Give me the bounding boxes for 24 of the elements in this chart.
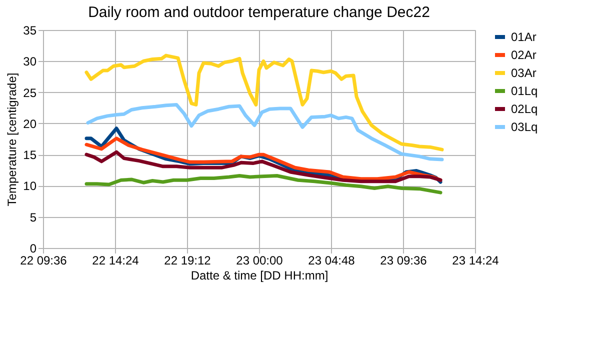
legend-label: 02Ar xyxy=(511,48,536,62)
x-tick-label: 23 00:00 xyxy=(236,254,284,268)
legend-label: 01Ar xyxy=(511,30,536,44)
y-tick-label: 0 xyxy=(30,242,37,256)
y-tick-label: 25 xyxy=(23,86,37,100)
y-tick-label: 10 xyxy=(23,179,37,194)
x-axis-title: Datte & time [DD HH:mm] xyxy=(190,268,328,282)
legend-label: 03Lq xyxy=(511,120,538,134)
y-tick-label: 15 xyxy=(23,148,37,162)
x-tick-label: 23 04:48 xyxy=(308,254,356,268)
x-tick-label: 22 19:12 xyxy=(164,254,212,268)
chart-title: Daily room and outdoor temperature change Dec22 xyxy=(88,4,430,21)
legend-label: 02Lq xyxy=(511,102,538,116)
x-tick-label: 23 14:24 xyxy=(452,254,500,268)
y-tick-label: 5 xyxy=(30,210,37,224)
legend-label: 01Lq xyxy=(511,84,538,98)
x-tick-label: 23 09:36 xyxy=(380,254,428,268)
legend-label: 03Ar xyxy=(511,66,536,80)
y-tick-label: 30 xyxy=(23,54,37,69)
y-tick-label: 35 xyxy=(23,24,37,38)
x-tick-label: 22 09:36 xyxy=(20,254,68,268)
y-axis-title: Temperature [centigrade] xyxy=(5,72,20,206)
x-tick-label: 22 14:24 xyxy=(92,254,140,268)
y-tick-label: 20 xyxy=(23,116,37,131)
